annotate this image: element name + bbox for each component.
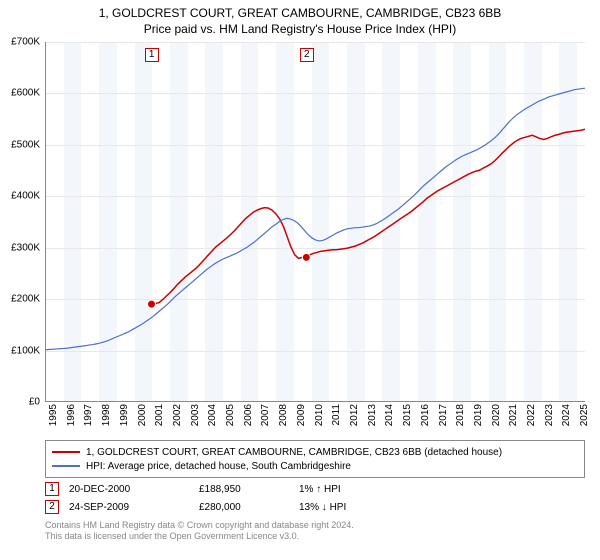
x-tick-label: 2022 [526, 404, 537, 426]
x-tick-label: 2023 [544, 404, 555, 426]
callout-badge-2: 2 [300, 48, 314, 62]
legend-row-property: 1, GOLDCREST COURT, GREAT CAMBOURNE, CAM… [52, 445, 578, 459]
legend-label-hpi: HPI: Average price, detached house, Sout… [86, 461, 351, 472]
transaction-hpi-2: 13% ↓ HPI [299, 502, 419, 513]
x-tick-label: 1997 [83, 404, 94, 426]
chart-plot-area: 12 [45, 42, 585, 402]
x-tick-label: 2004 [207, 404, 218, 426]
x-tick-label: 2000 [137, 404, 148, 426]
x-tick-label: 2013 [367, 404, 378, 426]
x-tick-label: 2016 [420, 404, 431, 426]
y-tick-label: £600K [0, 88, 40, 99]
x-tick-label: 1996 [66, 404, 77, 426]
x-tick-label: 1999 [119, 404, 130, 426]
legend-box: 1, GOLDCREST COURT, GREAT CAMBOURNE, CAM… [45, 440, 585, 478]
x-tick-label: 2008 [278, 404, 289, 426]
chart-title-sub: Price paid vs. HM Land Registry's House … [0, 22, 600, 36]
x-tick-label: 2002 [172, 404, 183, 426]
y-tick-label: £700K [0, 37, 40, 48]
legend-swatch-hpi [52, 465, 80, 467]
x-tick-label: 2019 [473, 404, 484, 426]
x-tick-label: 2018 [455, 404, 466, 426]
x-tick-label: 2011 [331, 404, 342, 426]
x-tick-label: 2010 [314, 404, 325, 426]
x-tick-label: 2021 [508, 404, 519, 426]
x-tick-label: 2009 [296, 404, 307, 426]
series-line-hpi [46, 88, 585, 350]
transaction-row-1: 1 20-DEC-2000 £188,950 1% ↑ HPI [45, 480, 585, 498]
x-tick-label: 1998 [101, 404, 112, 426]
transaction-badge-1: 1 [45, 482, 59, 496]
callout-badge-1: 1 [145, 48, 159, 62]
transaction-row-2: 2 24-SEP-2009 £280,000 13% ↓ HPI [45, 498, 585, 516]
y-tick-label: £200K [0, 294, 40, 305]
x-tick-label: 2005 [225, 404, 236, 426]
x-tick-label: 2024 [561, 404, 572, 426]
series-line-property [152, 129, 585, 304]
x-tick-label: 2014 [384, 404, 395, 426]
transaction-date-2: 24-SEP-2009 [69, 502, 199, 513]
legend-row-hpi: HPI: Average price, detached house, Sout… [52, 459, 578, 473]
chart-title-main: 1, GOLDCREST COURT, GREAT CAMBOURNE, CAM… [0, 6, 600, 20]
x-tick-label: 2025 [579, 404, 590, 426]
x-tick-label: 2017 [438, 404, 449, 426]
legend-label-property: 1, GOLDCREST COURT, GREAT CAMBOURNE, CAM… [86, 447, 502, 458]
y-tick-label: £400K [0, 191, 40, 202]
transaction-price-2: £280,000 [199, 502, 299, 513]
transaction-hpi-1: 1% ↑ HPI [299, 484, 419, 495]
chart-title-block: 1, GOLDCREST COURT, GREAT CAMBOURNE, CAM… [0, 0, 600, 36]
x-tick-label: 2015 [402, 404, 413, 426]
transaction-dot-2 [302, 253, 310, 261]
x-tick-label: 2001 [154, 404, 165, 426]
footer-line-1: Contains HM Land Registry data © Crown c… [45, 520, 585, 531]
x-tick-label: 2020 [491, 404, 502, 426]
transactions-table: 1 20-DEC-2000 £188,950 1% ↑ HPI 2 24-SEP… [45, 480, 585, 516]
x-tick-label: 1995 [48, 404, 59, 426]
transaction-badge-2: 2 [45, 500, 59, 514]
y-tick-label: £0 [0, 397, 40, 408]
y-tick-label: £100K [0, 345, 40, 356]
y-tick-label: £500K [0, 139, 40, 150]
x-tick-label: 2007 [260, 404, 271, 426]
transaction-price-1: £188,950 [199, 484, 299, 495]
transaction-date-1: 20-DEC-2000 [69, 484, 199, 495]
x-tick-label: 2012 [349, 404, 360, 426]
legend-swatch-property [52, 451, 80, 453]
y-tick-label: £300K [0, 242, 40, 253]
footer-attribution: Contains HM Land Registry data © Crown c… [45, 520, 585, 543]
x-tick-label: 2003 [190, 404, 201, 426]
footer-line-2: This data is licensed under the Open Gov… [45, 531, 585, 542]
chart-svg [46, 42, 585, 401]
x-tick-label: 2006 [243, 404, 254, 426]
transaction-dot-1 [148, 300, 156, 308]
